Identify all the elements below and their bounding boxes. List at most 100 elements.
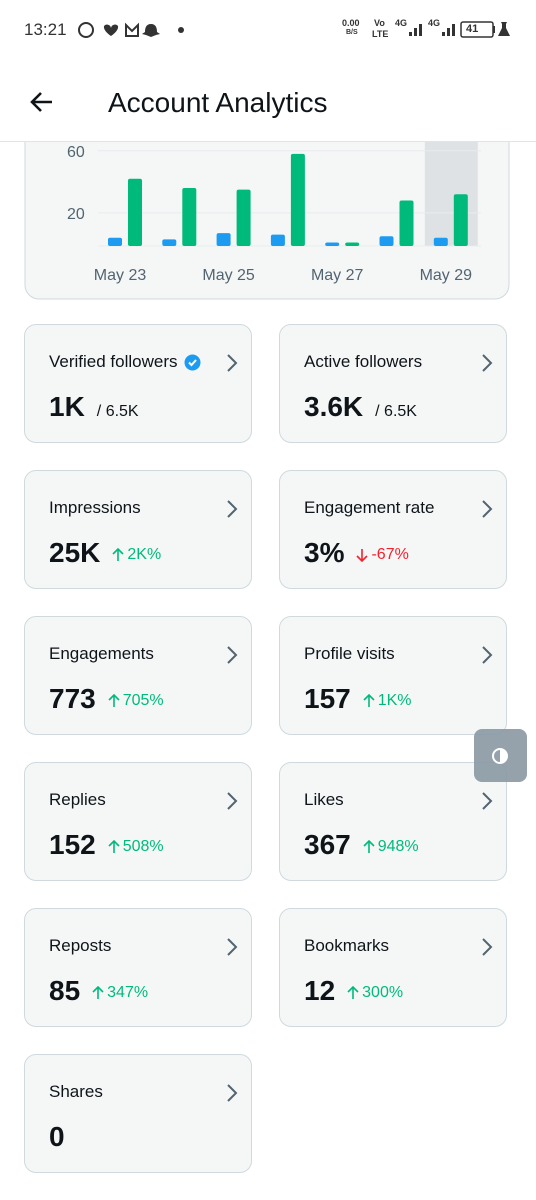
- card-change-text: -67%: [371, 546, 409, 563]
- card-value-row: 773 705%: [49, 683, 164, 715]
- volte: Vo: [374, 18, 385, 28]
- stat-card[interactable]: Bookmarks 12 300%: [279, 908, 507, 1027]
- card-value: 0: [49, 1121, 65, 1152]
- card-label: Impressions: [49, 498, 141, 517]
- card-value-row: 0: [49, 1121, 65, 1153]
- y-tick-label: 20: [67, 206, 85, 223]
- card-change: -67%: [356, 546, 409, 564]
- card-label: Replies: [49, 790, 106, 809]
- card-value: 773: [49, 683, 96, 714]
- stat-card[interactable]: Reposts 85 347%: [24, 908, 252, 1027]
- battery-level: 41: [466, 23, 479, 35]
- card-value: 3.6K: [304, 391, 364, 422]
- card-change: 2K%: [112, 546, 161, 564]
- card-change: 1K%: [363, 692, 412, 710]
- card-label: Profile visits: [304, 644, 395, 663]
- chevron: [227, 646, 238, 664]
- card-value: 85: [49, 975, 81, 1006]
- network-2: 4G: [428, 18, 441, 28]
- card-label-row: Impressions: [49, 498, 141, 518]
- card-value-row: 25K 2K%: [49, 537, 161, 569]
- bar: [399, 200, 414, 246]
- stat-card[interactable]: Shares 0: [24, 1054, 252, 1173]
- card-change-text: 508%: [122, 838, 164, 855]
- stat-card[interactable]: Replies 152 508%: [24, 762, 252, 881]
- bar: [108, 237, 122, 246]
- card-label-row: Likes: [304, 790, 344, 810]
- header-divider: [0, 141, 536, 142]
- card-value-row: 152 508%: [49, 829, 164, 861]
- chart: 20 60 May 23 May 25 May 27 May 29: [24, 142, 510, 300]
- y-tick-label: 60: [67, 144, 85, 161]
- stat-card[interactable]: Likes 367 948%: [279, 762, 507, 881]
- net-unit: B/S: [346, 29, 358, 36]
- card-value: 1K: [49, 391, 85, 422]
- stat-card[interactable]: Engagements 773 705%: [24, 616, 252, 735]
- card-change: 508%: [108, 838, 164, 856]
- card-value: 157: [304, 683, 351, 714]
- stat-card[interactable]: Engagement rate 3% -67%: [279, 470, 507, 589]
- card-change: 705%: [108, 692, 164, 710]
- card-value-row: 1K / 6.5K: [49, 391, 139, 423]
- card-label: Active followers: [304, 352, 423, 371]
- card-value: 25K: [49, 537, 101, 568]
- trend-arrow: [108, 840, 120, 853]
- card-label-row: Engagements: [49, 644, 154, 664]
- stat-card[interactable]: Profile visits 157 1K%: [279, 616, 507, 735]
- card-change: 948%: [363, 838, 419, 856]
- net-speed: 0.00: [342, 18, 360, 28]
- card-label: Bookmarks: [304, 936, 390, 955]
- chevron: [227, 938, 238, 956]
- trend-arrow: [347, 986, 359, 999]
- card-label: Engagements: [49, 644, 154, 663]
- card-value-row: 3% -67%: [304, 537, 409, 569]
- card-value: 12: [304, 975, 336, 1006]
- card-change-text: 1K%: [377, 692, 412, 709]
- card-label: Reposts: [49, 936, 112, 955]
- floating-button[interactable]: [474, 729, 527, 782]
- card-value: 367: [304, 829, 351, 860]
- chevron: [482, 646, 493, 664]
- chevron: [482, 500, 493, 518]
- chevron: [227, 1084, 238, 1102]
- card-change-text: 300%: [362, 984, 404, 1001]
- x-tick-label: May 23: [94, 267, 147, 284]
- bar: [345, 242, 360, 246]
- bar: [290, 153, 305, 246]
- card-value: 3%: [304, 537, 345, 568]
- card-label: Engagement rate: [304, 498, 435, 517]
- card-label-row: Verified followers: [49, 352, 201, 372]
- stat-card[interactable]: Impressions 25K 2K%: [24, 470, 252, 589]
- card-change-text: 948%: [377, 838, 419, 855]
- card-value-row: 367 948%: [304, 829, 419, 861]
- back-button[interactable]: [28, 88, 56, 116]
- lte: LTE: [372, 29, 389, 39]
- bar: [270, 234, 285, 246]
- chevron: [482, 354, 493, 372]
- chevron: [227, 500, 238, 518]
- bar: [182, 188, 197, 246]
- card-change-text: 347%: [107, 984, 149, 1001]
- bar: [162, 239, 177, 246]
- chevron: [227, 354, 238, 372]
- trend-arrow: [363, 694, 375, 707]
- card-label-row: Engagement rate: [304, 498, 434, 518]
- status-bar: 13:21 0.00 B/S Vo LTE 4G 4G 41: [0, 0, 536, 60]
- chevron: [227, 792, 238, 810]
- stat-card[interactable]: Verified followers 1K / 6.5K: [24, 324, 252, 443]
- notification-icons: [78, 22, 184, 38]
- card-change-text: 705%: [122, 692, 164, 709]
- card-total: / 6.5K: [96, 403, 139, 420]
- card-label-row: Shares: [49, 1082, 103, 1102]
- card-label-row: Active followers: [304, 352, 422, 372]
- chevron: [482, 792, 493, 810]
- x-tick-label: May 27: [311, 267, 364, 284]
- time: 13:21: [24, 20, 67, 39]
- trend-arrow: [356, 549, 369, 562]
- card-value-row: 12 300%: [304, 975, 403, 1007]
- bar: [453, 194, 468, 246]
- card-label-row: Replies: [49, 790, 106, 810]
- stat-card[interactable]: Active followers 3.6K / 6.5K: [279, 324, 507, 443]
- card-value-row: 3.6K / 6.5K: [304, 391, 417, 423]
